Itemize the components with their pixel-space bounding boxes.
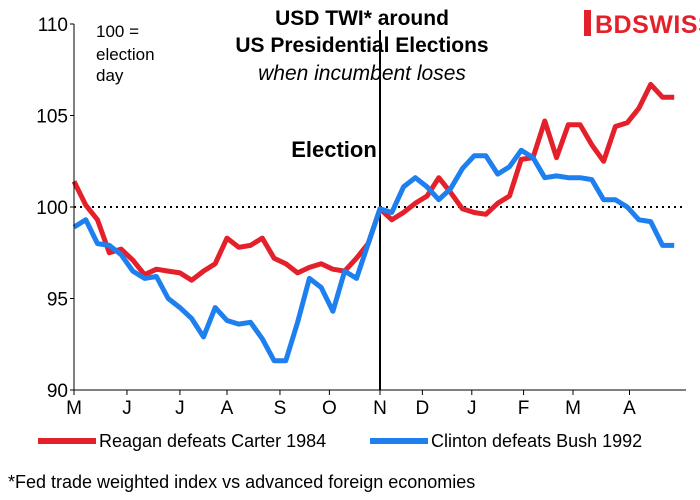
legend: Reagan defeats Carter 1984 Clinton defea… [38,431,642,451]
logo-text: BDSWISS [595,11,700,39]
x-tick-label-1: J [122,398,132,419]
y-tick-label-105: 105 [36,107,68,128]
chart-title-line-2: US Presidential Elections [235,34,488,57]
legend-label-clinton: Clinton defeats Bush 1992 [431,431,642,451]
x-tick-label-11: A [623,398,636,419]
logo-accent-bar [584,10,591,36]
x-tick-label-5: O [322,398,337,419]
series-line-1 [72,147,675,364]
bdswiss-logo: BDSWISS [584,10,700,39]
chart-title-line-1: USD TWI* around [275,7,449,30]
baseline-note-line-2: election [96,45,155,64]
election-label: Election [291,137,377,162]
chart-subtitle: when incumbent loses [258,62,466,85]
x-tick-label-0: M [66,398,82,419]
series-group [71,81,675,364]
y-tick-label-100: 100 [36,198,68,219]
x-tick-label-4: S [274,398,287,419]
y-tick-label-95: 95 [47,290,68,311]
x-tick-label-7: D [416,398,430,419]
x-tick-label-2: J [175,398,185,419]
y-axis-ticks: 90 95 100 105 110 [36,15,74,402]
x-tick-label-6: N [373,398,387,419]
x-tick-label-3: A [221,398,234,419]
legend-label-reagan: Reagan defeats Carter 1984 [99,431,326,451]
x-tick-label-9: F [518,398,530,419]
footnote: *Fed trade weighted index vs advanced fo… [8,472,476,492]
y-tick-label-110: 110 [38,15,68,36]
y-tick-label-90: 90 [47,381,68,402]
x-tick-label-8: J [467,398,477,419]
baseline-note-line-3: day [96,66,124,85]
baseline-note-line-1: 100 = [96,22,139,41]
series-line-0 [71,81,675,283]
x-tick-label-10: M [565,398,581,419]
